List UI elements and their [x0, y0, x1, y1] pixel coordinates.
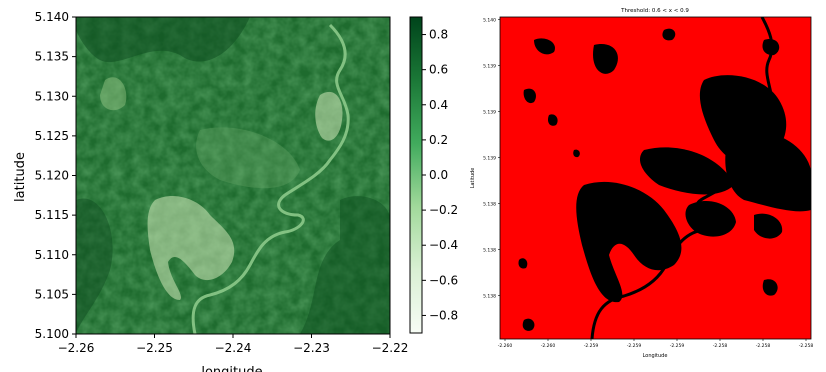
colorbar-tick-label: −0.6 [429, 273, 458, 287]
colorbar-tick-label: −0.8 [429, 308, 458, 322]
x-axis: −2.26 −2.25 −2.24 −2.23 −2.22 [58, 334, 409, 355]
mask-x-tick-label: -2.259 [670, 343, 685, 349]
colorbar-tick-label: 0.6 [429, 63, 448, 77]
x-tick-label: −2.22 [372, 341, 409, 355]
mask-y-axis: 5.140 5.139 5.139 5.139 5.138 5.138 5.138 [483, 17, 500, 299]
mask-x-tick-label: -2.259 [584, 343, 599, 349]
colorbar [409, 16, 423, 334]
mask-y-axis-label: Latitude [470, 168, 476, 189]
mask-image [500, 17, 811, 339]
threshold-mask-figure: Threshold: 0.6 < x < 0.9 5.140 5.139 5.139… [470, 8, 814, 359]
mask-x-tick-label: -2.258 [713, 343, 728, 349]
mask-x-tick-label: -2.258 [799, 343, 814, 349]
y-tick-label: 5.140 [35, 10, 69, 24]
mask-y-tick-label: 5.138 [483, 293, 496, 299]
mask-y-tick-label: 5.139 [483, 109, 496, 115]
chart-title: Threshold: 0.6 < x < 0.9 [620, 8, 689, 14]
y-axis: 5.100 5.105 5.110 5.115 5.120 5.125 5.130 5.135… [35, 10, 76, 341]
y-tick-label: 5.105 [35, 287, 69, 301]
colorbar-tick-label: 0.0 [429, 168, 448, 182]
y-tick-label: 5.110 [35, 248, 69, 262]
colorbar-tick-label: 0.8 [429, 28, 448, 42]
mask-y-tick-label: 5.139 [483, 155, 496, 161]
x-axis-label: longitude [201, 365, 262, 372]
colorbar-ticks: 0.8 0.6 0.4 0.2 0.0 −0.2 −0.4 −0.6 −0.8 [422, 28, 458, 322]
mask-x-tick-label: -2.259 [627, 343, 642, 349]
y-tick-label: 5.120 [35, 169, 69, 183]
colorbar-tick-label: −0.4 [429, 238, 458, 252]
y-axis-label: latitude [13, 152, 28, 202]
colorbar-tick-label: 0.2 [429, 133, 448, 147]
x-tick-label: −2.24 [215, 341, 252, 355]
x-tick-label: −2.26 [58, 341, 95, 355]
colorbar-tick-label: 0.4 [429, 98, 448, 112]
mask-y-tick-label: 5.138 [483, 201, 496, 207]
y-tick-label: 5.100 [35, 327, 69, 341]
mask-x-tick-label: -2.260 [498, 343, 513, 349]
mask-x-tick-label: -2.260 [541, 343, 556, 349]
mask-x-axis: -2.260 -2.260 -2.259 -2.259 -2.259 -2.258 -2.2… [498, 339, 814, 349]
y-tick-label: 5.115 [35, 208, 69, 222]
ndvi-heatmap-figure: 5.100 5.105 5.110 5.115 5.120 5.125 5.130 5.135… [13, 10, 458, 372]
mask-y-tick-label: 5.140 [483, 17, 496, 23]
mask-x-axis-label: Longitude [643, 353, 668, 359]
mask-x-tick-label: -2.258 [756, 343, 771, 349]
x-tick-label: −2.25 [136, 341, 173, 355]
mask-y-tick-label: 5.139 [483, 63, 496, 69]
y-tick-label: 5.125 [35, 129, 69, 143]
heatmap-image [76, 17, 390, 334]
y-tick-label: 5.135 [35, 50, 69, 64]
mask-y-tick-label: 5.138 [483, 247, 496, 253]
x-tick-label: −2.23 [293, 341, 330, 355]
mask-frame [499, 16, 812, 340]
colorbar-tick-label: −0.2 [429, 203, 458, 217]
y-tick-label: 5.130 [35, 89, 69, 103]
